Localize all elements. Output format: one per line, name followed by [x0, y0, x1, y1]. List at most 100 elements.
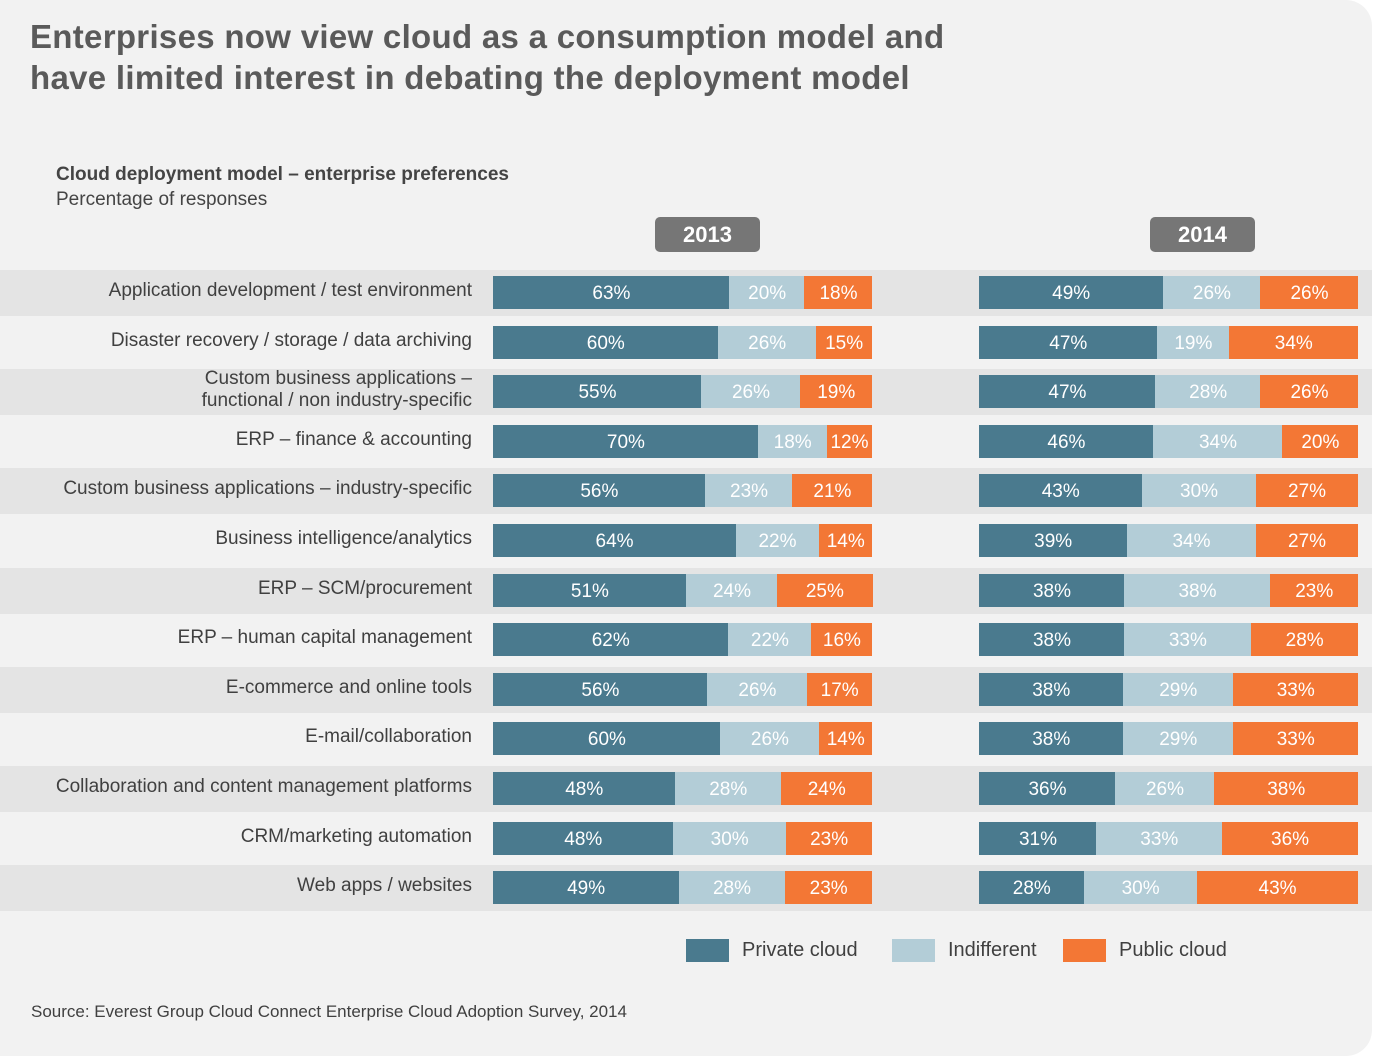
- bar-segment-2013-indifferent: 23%: [705, 474, 793, 508]
- bar-segment-2014-private-cloud: 38%: [979, 672, 1124, 706]
- bar-segment-2014-public-cloud: 27%: [1255, 524, 1359, 557]
- bar-segment-2013-public-cloud: 23%: [784, 871, 873, 905]
- category-label: CRM/marketing automation: [2, 826, 472, 848]
- bar-segment-2014-public-cloud: 43%: [1196, 871, 1359, 905]
- bar-segment-2014-public-cloud: 27%: [1255, 474, 1359, 508]
- bar-segment-2013-private-cloud: 56%: [493, 474, 706, 508]
- category-label-line: Custom business applications –: [204, 368, 472, 390]
- chart-headline: Enterprises now view cloud as a consumpt…: [30, 16, 944, 98]
- category-label: E-commerce and online tools: [2, 677, 472, 699]
- bar-segment-2014-public-cloud: 33%: [1232, 722, 1359, 756]
- bar-segment-2014-indifferent: 26%: [1115, 772, 1215, 805]
- legend-item-private: Private cloud: [686, 938, 858, 962]
- bar-segment-2013-private-cloud: 48%: [493, 772, 676, 805]
- category-label-line: Collaboration and content management pla…: [55, 776, 472, 797]
- bar-segment-2014-private-cloud: 38%: [979, 623, 1125, 657]
- bar-segment-2013-indifferent: 28%: [674, 772, 782, 805]
- bar-segment-2014-public-cloud: 20%: [1282, 424, 1359, 458]
- bar-segment-2013-private-cloud: 60%: [493, 722, 721, 756]
- bar-segment-2013-indifferent: 30%: [673, 821, 787, 855]
- bar-segment-2014-indifferent: 19%: [1157, 325, 1230, 359]
- category-label: Application development / test environme…: [2, 280, 472, 302]
- bar-segment-2014-indifferent: 33%: [1096, 821, 1223, 855]
- category-label-line: Business intelligence/analytics: [215, 528, 472, 549]
- bar-segment-2014-private-cloud: 36%: [979, 772, 1116, 805]
- bar-segment-2013-indifferent: 20%: [729, 276, 805, 309]
- bar-segment-2014-public-cloud: 34%: [1229, 325, 1359, 359]
- category-label-line: ERP – human capital management: [177, 627, 472, 649]
- category-label-line: Web apps / websites: [297, 875, 472, 897]
- year-badge-2014: 2014: [1150, 217, 1255, 252]
- bar-segment-2013-public-cloud: 15%: [815, 325, 873, 359]
- bar-segment-2014-public-cloud: 28%: [1250, 623, 1359, 657]
- bar-segment-2013-public-cloud: 12%: [826, 424, 873, 458]
- source-note: Source: Everest Group Cloud Connect Ente…: [31, 1002, 627, 1021]
- bar-segment-2013-private-cloud: 48%: [493, 821, 674, 855]
- bar-segment-2013-public-cloud: 14%: [818, 722, 873, 756]
- category-label: ERP – human capital management: [2, 627, 472, 649]
- bar-segment-2013-indifferent: 24%: [686, 573, 778, 607]
- bar-segment-2013-public-cloud: 23%: [785, 821, 873, 855]
- category-label-line: Disaster recovery / storage / data archi…: [110, 329, 472, 351]
- bar-segment-2014-indifferent: 29%: [1123, 722, 1234, 756]
- chart-subtitle: Percentage of responses: [56, 189, 268, 210]
- bar-segment-2013-private-cloud: 51%: [493, 573, 687, 607]
- category-label-line: E-commerce and online tools: [225, 676, 472, 698]
- category-label-line: ERP – SCM/procurement: [257, 577, 472, 599]
- bar-segment-2014-private-cloud: 43%: [979, 474, 1143, 508]
- legend-label: Private cloud: [742, 938, 858, 961]
- bar-segment-2014-private-cloud: 28%: [979, 871, 1085, 905]
- bar-segment-2014-private-cloud: 38%: [979, 573, 1125, 607]
- bar-segment-2013-public-cloud: 18%: [804, 276, 873, 309]
- category-label: Custom business applications – industry-…: [2, 478, 472, 500]
- bar-segment-2014-indifferent: 29%: [1123, 672, 1234, 706]
- category-label: Business intelligence/analytics: [2, 528, 472, 550]
- legend-swatch: [892, 938, 935, 962]
- category-label: ERP – SCM/procurement: [2, 578, 472, 600]
- bar-segment-2013-private-cloud: 63%: [493, 276, 730, 309]
- legend-swatch: [1063, 938, 1106, 962]
- bar-segment-2013-indifferent: 26%: [718, 325, 817, 359]
- year-badge-2013: 2013: [655, 217, 760, 252]
- bar-segment-2013-private-cloud: 56%: [493, 672, 708, 706]
- bar-segment-2014-public-cloud: 33%: [1232, 672, 1359, 706]
- bar-segment-2014-private-cloud: 39%: [979, 524, 1128, 557]
- bar-segment-2014-private-cloud: 46%: [979, 424, 1154, 458]
- bar-segment-2014-private-cloud: 47%: [979, 375, 1156, 409]
- category-label-line: Custom business applications – industry-…: [63, 478, 472, 500]
- category-label: ERP – finance & accounting: [2, 429, 472, 451]
- bar-segment-2014-indifferent: 33%: [1124, 623, 1252, 657]
- category-label: Collaboration and content management pla…: [2, 776, 472, 798]
- category-label-line: functional / non industry-specific: [201, 390, 472, 412]
- bar-segment-2014-indifferent: 26%: [1162, 276, 1261, 309]
- legend-label: Indifferent: [948, 938, 1037, 961]
- headline-line-2: have limited interest in debating the de…: [30, 59, 910, 96]
- bar-segment-2013-public-cloud: 21%: [792, 474, 873, 508]
- bar-segment-2014-private-cloud: 31%: [979, 821, 1097, 855]
- bar-segment-2014-public-cloud: 38%: [1213, 772, 1359, 805]
- bar-segment-2013-public-cloud: 25%: [777, 573, 873, 607]
- bar-segment-2014-private-cloud: 47%: [979, 325, 1158, 359]
- bar-segment-2014-indifferent: 30%: [1141, 474, 1257, 508]
- bar-segment-2014-public-cloud: 23%: [1269, 573, 1359, 607]
- bar-segment-2013-indifferent: 26%: [707, 672, 808, 706]
- chart-card: Enterprises now view cloud as a consumpt…: [0, 0, 1372, 1056]
- category-label: Custom business applications – functional…: [2, 368, 472, 412]
- category-label: Disaster recovery / storage / data archi…: [2, 330, 472, 352]
- bar-segment-2013-indifferent: 26%: [701, 375, 801, 409]
- bar-segment-2014-private-cloud: 38%: [979, 722, 1124, 756]
- bar-segment-2013-private-cloud: 64%: [493, 524, 737, 557]
- bar-segment-2013-private-cloud: 70%: [493, 424, 759, 458]
- bar-segment-2013-public-cloud: 14%: [818, 524, 873, 557]
- bar-segment-2013-public-cloud: 19%: [799, 375, 873, 409]
- legend-swatch: [686, 938, 729, 962]
- bar-segment-2013-private-cloud: 62%: [493, 623, 729, 657]
- bar-segment-2014-public-cloud: 26%: [1260, 375, 1359, 409]
- category-label-line: E-mail/collaboration: [305, 726, 472, 748]
- bar-segment-2014-indifferent: 34%: [1126, 524, 1257, 557]
- bar-segment-2013-public-cloud: 17%: [806, 672, 873, 706]
- bar-segment-2013-indifferent: 18%: [758, 424, 828, 458]
- bar-segment-2013-private-cloud: 60%: [493, 325, 719, 359]
- bar-segment-2014-indifferent: 34%: [1153, 424, 1283, 458]
- legend-label: Public cloud: [1119, 938, 1227, 961]
